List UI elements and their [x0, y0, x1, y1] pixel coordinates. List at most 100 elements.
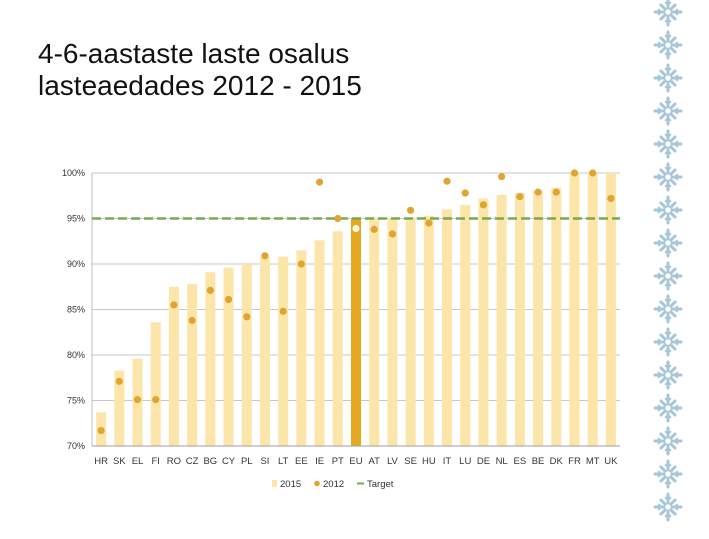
snowflake-branch	[664, 100, 669, 105]
slide-title: 4-6-aastaste laste osalus lasteaedades 2…	[38, 38, 558, 102]
snowflake-center	[663, 502, 673, 512]
dot-2012-cz	[188, 316, 196, 325]
bar-2015-ee	[296, 250, 307, 446]
legend-label: 2015	[280, 479, 301, 490]
dot-2012-el	[133, 395, 142, 404]
snowflake-branch	[674, 440, 679, 445]
bar-2015-mt	[587, 173, 598, 446]
x-tick-label: EU	[349, 456, 362, 467]
x-tick-label: CY	[222, 456, 236, 467]
snowflake-branch	[667, 463, 672, 468]
x-tick-label: FR	[568, 456, 581, 467]
snowflake-center	[663, 271, 673, 281]
snowflake-branch	[657, 473, 662, 478]
snowflake-branch	[664, 51, 669, 56]
bar-2015-at	[369, 218, 380, 446]
snowflake-branch	[664, 282, 669, 287]
snowflake-branch	[657, 341, 662, 346]
legend-item-2015: 2015	[272, 479, 301, 490]
snowflake-branch	[664, 84, 669, 89]
snowflake-center	[663, 40, 673, 50]
snowflake-branch	[674, 437, 679, 442]
snowflake-branch	[664, 166, 669, 171]
snowflake-branch	[674, 173, 679, 178]
snowflake-icon	[653, 228, 683, 258]
snowflake-center	[663, 403, 673, 413]
bar-2015-si	[259, 256, 270, 446]
bar-2015-sk	[114, 370, 125, 446]
snowflake-branch	[657, 407, 662, 412]
bar-2015-ro	[168, 286, 179, 446]
x-tick-label: BG	[203, 456, 217, 467]
snowflake-branch	[657, 74, 662, 79]
bar-2015-eu	[351, 218, 361, 446]
snowflake-branch	[657, 140, 662, 145]
snowflake-branch	[674, 44, 679, 49]
x-tick-label: PT	[332, 456, 344, 467]
snowflake-branch	[657, 503, 662, 508]
x-tick-label: IT	[443, 456, 452, 467]
snowflake-branch	[664, 364, 669, 369]
dot-2012-lv	[388, 230, 397, 238]
snowflake-icon	[653, 393, 683, 423]
snowflake-branch	[674, 374, 679, 379]
bar-2015-fi	[150, 322, 161, 446]
bar-chart: 70% 75% 80% 85% 90% 95% 100% HR SK EL FI RO CZ BG CY PL…	[62, 168, 620, 490]
x-tick-label: AT	[368, 456, 380, 467]
bar-2015-cz	[187, 284, 198, 446]
x-tick-label: NL	[496, 456, 508, 467]
dot-2012-sk	[115, 377, 123, 385]
snowflake-branch	[664, 150, 669, 155]
bar-2015-cy	[223, 267, 234, 446]
y-tick-label: 95%	[67, 214, 85, 224]
dot-2012-dk	[552, 188, 560, 196]
snowflake-branch	[674, 404, 679, 409]
y-tick-label: 85%	[67, 305, 85, 315]
snowflake-branch	[664, 414, 669, 419]
y-tick-label: 80%	[67, 350, 85, 360]
snowflake-branch	[674, 110, 679, 115]
snowflake-branch	[674, 206, 679, 211]
y-tick-label: 70%	[67, 441, 85, 451]
snowflake-center	[663, 436, 673, 446]
dot-2012-es	[516, 193, 524, 201]
snowflake-icon	[653, 162, 683, 192]
snowflake-branch	[674, 242, 679, 247]
x-tick-label: HR	[94, 456, 108, 467]
snowflake-branch	[667, 18, 672, 23]
x-tick-label: SI	[260, 456, 269, 467]
snowflake-branch	[667, 414, 672, 419]
legend-item-2012: 2012	[314, 479, 344, 490]
snowflake-branch	[667, 183, 672, 188]
dot-2012-lt	[279, 307, 287, 315]
x-tick-label: PL	[241, 456, 253, 467]
snowflake-branch	[664, 199, 669, 204]
snowflake-branch	[657, 77, 662, 82]
dot-2012-eu	[352, 224, 360, 233]
snowflake-branch	[667, 265, 672, 270]
dot-2012-de	[479, 201, 488, 209]
dot-2012-ro	[170, 301, 178, 309]
snowflake-branch	[664, 18, 669, 23]
x-tick-label: SK	[113, 456, 126, 467]
snowflake-branch	[657, 275, 662, 280]
snowflake-branch	[674, 11, 679, 16]
snowflake-branch	[664, 265, 669, 270]
snowflake-center	[663, 139, 673, 149]
snowflake-center	[663, 469, 673, 479]
bar-2015-pl	[241, 264, 252, 446]
dot-2012-mt	[589, 169, 597, 177]
dot-2012-ie	[315, 178, 324, 186]
snowflake-branch	[657, 371, 662, 376]
x-tick-label: UK	[604, 456, 618, 467]
snowflake-center	[663, 106, 673, 116]
snowflake-border	[653, 0, 683, 522]
snowflake-branch	[674, 407, 679, 412]
snowflake-branch	[674, 209, 679, 214]
snowflake-branch	[674, 470, 679, 475]
snowflake-branch	[674, 341, 679, 346]
legend-swatch-dot	[314, 480, 320, 487]
snowflake-icon	[653, 96, 683, 126]
snowflake-branch	[664, 1, 669, 6]
snowflake-branch	[674, 275, 679, 280]
